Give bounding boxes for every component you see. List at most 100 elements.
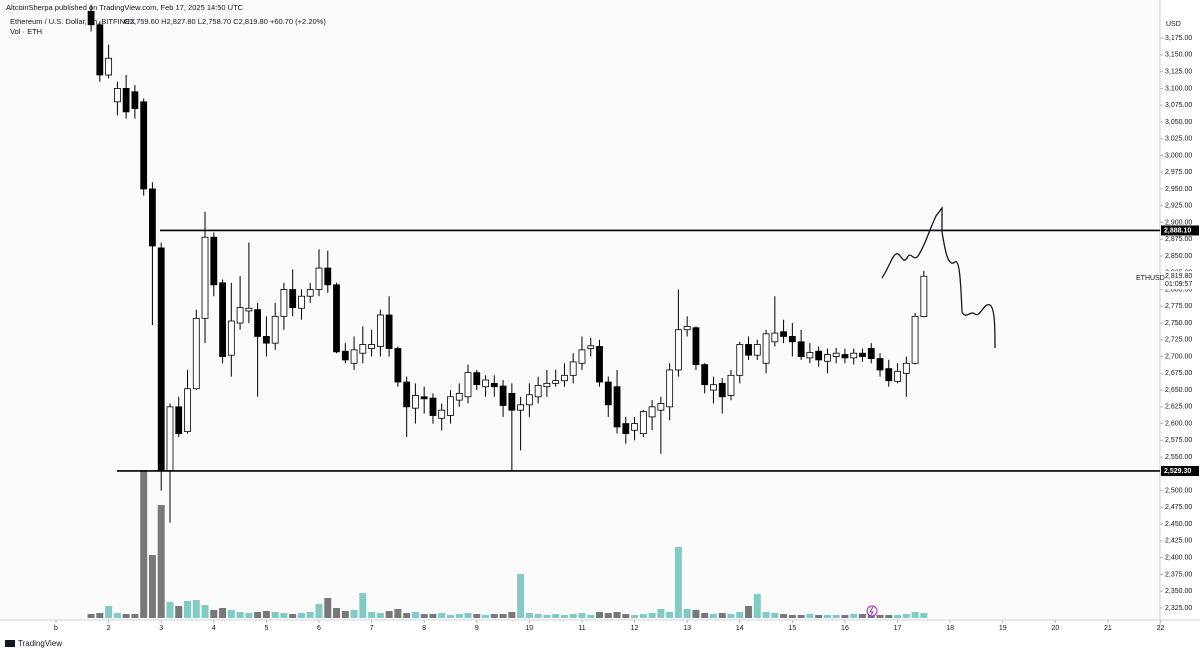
publisher: AltcoinSherpa published on TradingView.c… xyxy=(6,3,244,12)
candle-body xyxy=(920,275,928,317)
y-tick-label: 2,925.00 xyxy=(1165,203,1192,210)
volume-bar xyxy=(788,615,796,618)
candle-body xyxy=(341,350,349,361)
ohlc: O2,759.60 H2,827.80 L2,758.70 C2,819.80 … xyxy=(124,17,326,26)
candle-body xyxy=(692,327,700,365)
y-tick-label: 2,775.00 xyxy=(1165,303,1192,310)
level-tag xyxy=(1161,465,1199,476)
y-tick-label: 2,450.00 xyxy=(1165,521,1192,528)
candle-body xyxy=(762,333,770,364)
candle-body xyxy=(587,345,595,349)
volume-bar xyxy=(420,614,428,618)
candle-body xyxy=(753,344,761,356)
candle-body xyxy=(604,381,612,406)
volume-bar xyxy=(894,615,902,618)
candle-body xyxy=(306,289,314,297)
candle-body xyxy=(289,289,297,309)
candle-body xyxy=(517,404,524,411)
volume-bar xyxy=(797,615,805,618)
candle-body xyxy=(87,10,95,26)
volume-bar xyxy=(683,609,691,618)
y-tick-label: 2,900.00 xyxy=(1165,219,1192,226)
volume-bar xyxy=(166,602,174,618)
x-tick-label: 5 xyxy=(264,625,268,632)
y-tick-label: 2,950.00 xyxy=(1165,186,1192,193)
y-tick-label: 3,000.00 xyxy=(1165,152,1192,159)
volume-bar xyxy=(455,614,463,618)
candle-body xyxy=(648,406,656,418)
volume-bar xyxy=(262,611,270,618)
candle-body xyxy=(219,282,226,357)
volume-bar xyxy=(543,615,551,618)
y-tick-label: 3,125.00 xyxy=(1165,68,1192,75)
volume-bar xyxy=(815,615,823,618)
y-tick-label: 2,475.00 xyxy=(1165,504,1192,511)
volume-bar xyxy=(219,608,227,618)
candle-body xyxy=(280,289,288,317)
volume-bar xyxy=(385,611,393,618)
y-tick-label: 2,800.00 xyxy=(1165,286,1192,293)
brand-logo xyxy=(5,640,15,647)
candle-body xyxy=(298,295,305,309)
volume-bar xyxy=(876,615,884,618)
volume-bar xyxy=(762,612,770,618)
volume-bar xyxy=(464,613,472,618)
candle-body xyxy=(376,314,384,347)
candle-body xyxy=(262,336,270,344)
candle-body xyxy=(508,393,516,411)
candle-body xyxy=(333,284,340,353)
y-tick-label: 3,025.00 xyxy=(1165,136,1192,143)
x-tick-label: 15 xyxy=(788,625,796,632)
x-tick-label: 19 xyxy=(999,625,1007,632)
candle-body xyxy=(815,350,823,361)
candle-body xyxy=(543,382,551,388)
level-label: 2,529.30 xyxy=(1164,468,1191,475)
candle-body xyxy=(832,352,840,357)
candle-body xyxy=(201,236,209,319)
candle-body xyxy=(902,362,910,374)
volume-bar xyxy=(324,598,332,618)
volume-bar xyxy=(236,612,244,618)
x-tick-label: 6 xyxy=(317,625,321,632)
volume-bar xyxy=(780,614,788,618)
y-tick-label: 2,875.00 xyxy=(1165,236,1192,243)
volume-bar xyxy=(446,615,454,618)
volume-bar xyxy=(560,615,568,618)
candle-body xyxy=(438,409,446,419)
candle-body xyxy=(122,88,130,113)
event-icon xyxy=(866,605,878,617)
candle-body xyxy=(727,374,735,396)
symbol: Ethereum / U.S. Dollar, 4h, BITFINEX xyxy=(10,17,135,26)
volume-bar xyxy=(271,612,279,618)
y-tick-label: 3,150.00 xyxy=(1165,52,1192,59)
x-tick-label: 22 xyxy=(1157,625,1165,632)
candle-body xyxy=(245,307,253,312)
candle-body xyxy=(824,354,831,362)
candle-body xyxy=(359,344,367,354)
volume-bar xyxy=(376,613,384,618)
volume-bar xyxy=(753,594,761,618)
candle-body xyxy=(639,411,647,435)
volume-bar xyxy=(745,606,753,618)
volume-bar xyxy=(701,613,709,618)
candle-body xyxy=(710,384,717,391)
volume-bar xyxy=(709,614,717,618)
y-tick-label: 2,850.00 xyxy=(1165,253,1192,260)
candle-body xyxy=(578,349,586,364)
y-tick-label: 2,375.00 xyxy=(1165,571,1192,578)
candle-body xyxy=(745,344,752,356)
brand: TradingView xyxy=(18,639,62,648)
volume-bar xyxy=(184,601,192,618)
volume-bar xyxy=(552,614,560,618)
volume-bar xyxy=(692,610,700,618)
candle-body xyxy=(368,344,375,349)
y-tick-label: 2,750.00 xyxy=(1165,320,1192,327)
volume-bar xyxy=(604,613,612,618)
level-tag xyxy=(1161,225,1199,236)
candle-body xyxy=(596,346,603,383)
y-tick-label: 2,625.00 xyxy=(1165,404,1192,411)
candle-body xyxy=(841,354,849,359)
candle-body xyxy=(105,57,113,76)
x-tick-label: b xyxy=(54,625,58,632)
